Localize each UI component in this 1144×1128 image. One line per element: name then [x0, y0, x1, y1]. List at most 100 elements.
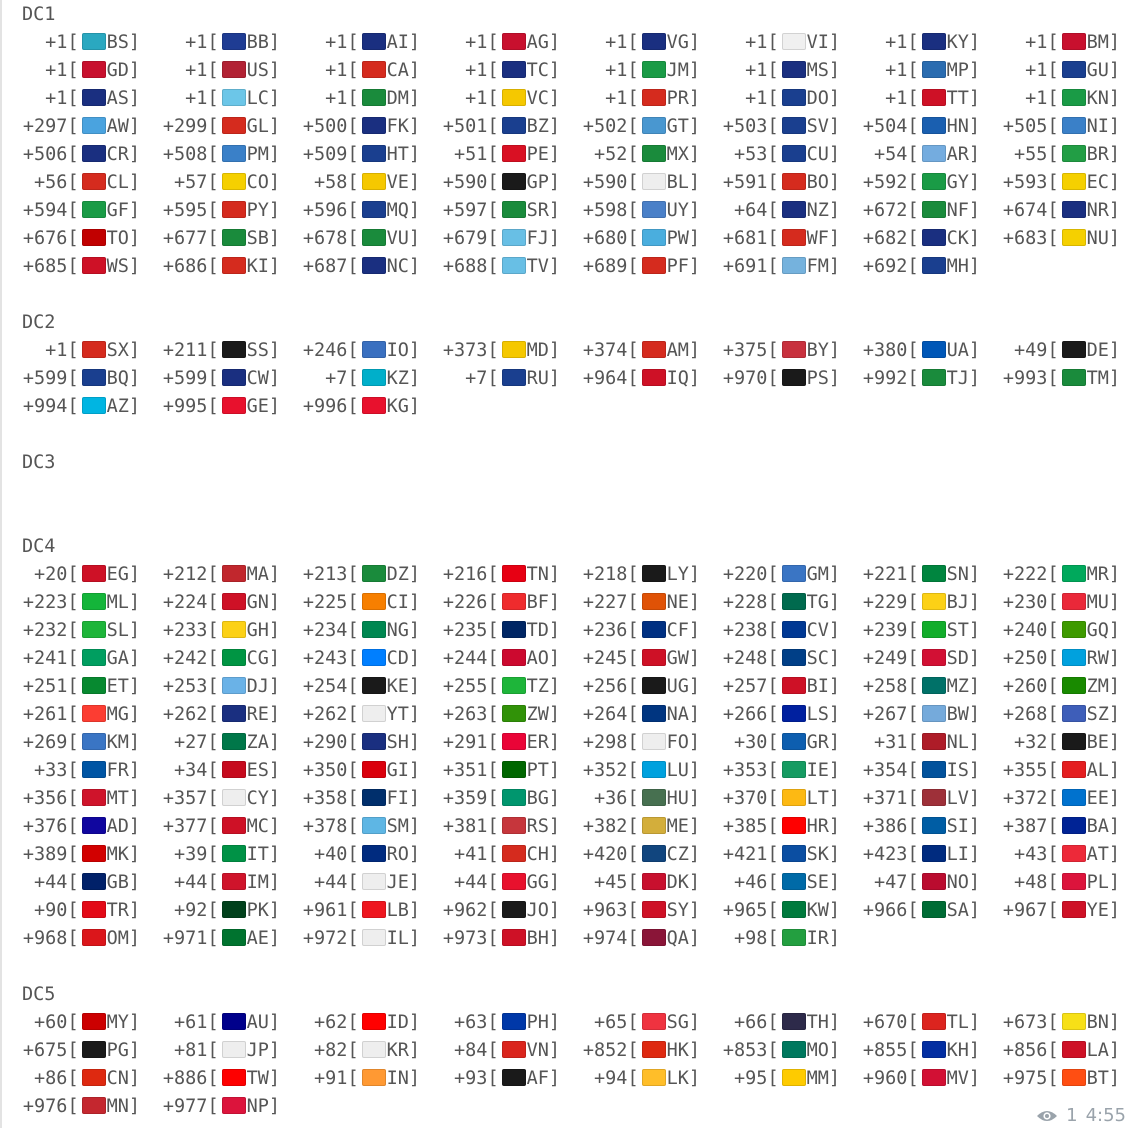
country-row: +599BQ+599CW+7KZ+7RU+964IQ+970PS+992TJ+9… — [0, 365, 1144, 393]
dial-code: +965 — [723, 900, 779, 921]
iso-code: LI — [947, 844, 980, 865]
dial-code: +590 — [443, 172, 499, 193]
iso-code: GU — [1087, 60, 1120, 81]
iso-code: RO — [387, 844, 420, 865]
dial-code: +960 — [863, 1068, 919, 1089]
flag-cw-icon — [221, 369, 246, 386]
flag-sr-icon — [501, 201, 526, 218]
dial-code: +597 — [443, 200, 499, 221]
iso-code: BL — [667, 172, 700, 193]
flag-sx-icon — [81, 341, 106, 358]
dial-code: +269 — [23, 732, 79, 753]
dial-code: +1 — [1025, 32, 1058, 53]
dial-code: +243 — [303, 648, 359, 669]
dial-code: +55 — [1014, 144, 1059, 165]
flag-es-icon — [221, 761, 246, 778]
dial-code: +262 — [163, 704, 219, 725]
flag-mo-icon — [781, 1041, 806, 1058]
country-code-entry: +1 BB — [140, 29, 280, 57]
country-code-entry: +968 OM — [0, 925, 140, 953]
country-code-entry: +1 US — [140, 57, 280, 85]
iso-code: ES — [247, 760, 280, 781]
flag-lk-icon — [641, 1069, 666, 1086]
dial-code: +679 — [443, 228, 499, 249]
country-code-entry: +93 AF — [420, 1065, 560, 1093]
dial-code: +598 — [583, 200, 639, 221]
iso-code: AF — [527, 1068, 560, 1089]
iso-code: CY — [247, 788, 280, 809]
iso-code: VG — [667, 32, 700, 53]
flag-kw-icon — [781, 901, 806, 918]
iso-code: UA — [947, 340, 980, 361]
iso-code: KN — [1087, 88, 1120, 109]
country-code-entry: +220 GM — [700, 561, 840, 589]
flag-cu-icon — [781, 145, 806, 162]
country-row: +1 SX +211 SS +246 IO +373 MD +374 AM +375 BY +380 UA… — [0, 337, 1144, 365]
flag-in-icon — [361, 1069, 386, 1086]
flag-er-icon — [501, 733, 526, 750]
country-code-entry: +962 JO — [420, 897, 560, 925]
iso-code: BH — [527, 928, 560, 949]
dial-code: +370 — [723, 788, 779, 809]
iso-code: CN — [107, 1068, 140, 1089]
country-code-entry: +963 SY — [560, 897, 700, 925]
flag-mh-icon — [921, 257, 946, 274]
country-code-entry: +509 HT — [280, 141, 420, 169]
country-code-entry: +61 AU — [140, 1009, 280, 1037]
country-code-entry: +855 KH — [840, 1037, 980, 1065]
dial-code: +352 — [583, 760, 639, 781]
dial-code: +1 — [185, 60, 218, 81]
flag-gr-icon — [781, 733, 806, 750]
dial-code: +591 — [723, 172, 779, 193]
flag-bz-icon — [501, 117, 526, 134]
flag-ml-icon — [81, 593, 106, 610]
iso-code: PW — [667, 228, 700, 249]
section-label: DC2 — [22, 312, 56, 333]
dial-code: +423 — [863, 844, 919, 865]
iso-code: MY — [107, 1012, 140, 1033]
flag-et-icon — [81, 677, 106, 694]
flag-to-icon — [81, 229, 106, 246]
iso-code: SC — [807, 648, 840, 669]
country-code-entry: +267 BW — [840, 701, 980, 729]
dial-code: +1 — [45, 88, 78, 109]
iso-code: BE — [1087, 732, 1120, 753]
flag-th-icon — [781, 1013, 806, 1030]
country-code-entry: +254 KE — [280, 673, 420, 701]
dial-code: +354 — [863, 760, 919, 781]
country-code-entry: +248 SC — [700, 645, 840, 673]
dial-code: +246 — [303, 340, 359, 361]
flag-lv-icon — [921, 789, 946, 806]
country-code-entry: +33 FR — [0, 757, 140, 785]
dial-code: +420 — [583, 844, 639, 865]
iso-code: PT — [527, 760, 560, 781]
iso-code: PG — [107, 1040, 140, 1061]
flag-ge-icon — [221, 397, 246, 414]
country-code-entry: +352 LU — [560, 757, 700, 785]
flag-do-icon — [781, 89, 806, 106]
iso-code: JE — [387, 872, 420, 893]
dial-code: +1 — [465, 32, 498, 53]
iso-code: VN — [527, 1040, 560, 1061]
country-code-entry: +503 SV — [700, 113, 840, 141]
dial-code: +250 — [1003, 648, 1059, 669]
iso-code: YT — [387, 704, 420, 725]
dial-code: +44 — [454, 872, 499, 893]
country-code-entry: +673 BN — [980, 1009, 1120, 1037]
flag-se-icon — [781, 873, 806, 890]
country-code-entry: +856 LA — [980, 1037, 1120, 1065]
message-time: 4:55 — [1085, 1105, 1126, 1126]
dial-code: +90 — [34, 900, 79, 921]
dial-code: +63 — [454, 1012, 499, 1033]
dial-code: +678 — [303, 228, 359, 249]
iso-code: FK — [387, 116, 420, 137]
flag-cn-icon — [81, 1069, 106, 1086]
country-row: +241GA+242CG+243CD+244AO+245GW+248SC+249… — [0, 645, 1144, 673]
country-code-entry: +420 CZ — [560, 841, 700, 869]
flag-pr-icon — [641, 89, 666, 106]
dial-code: +211 — [163, 340, 219, 361]
flag-je-icon — [361, 873, 386, 890]
iso-code: NP — [247, 1096, 280, 1117]
country-row: +506CR+508PM+509HT+51PE+52MX+53CU+54AR+5… — [0, 141, 1144, 169]
dial-code: +691 — [723, 256, 779, 277]
